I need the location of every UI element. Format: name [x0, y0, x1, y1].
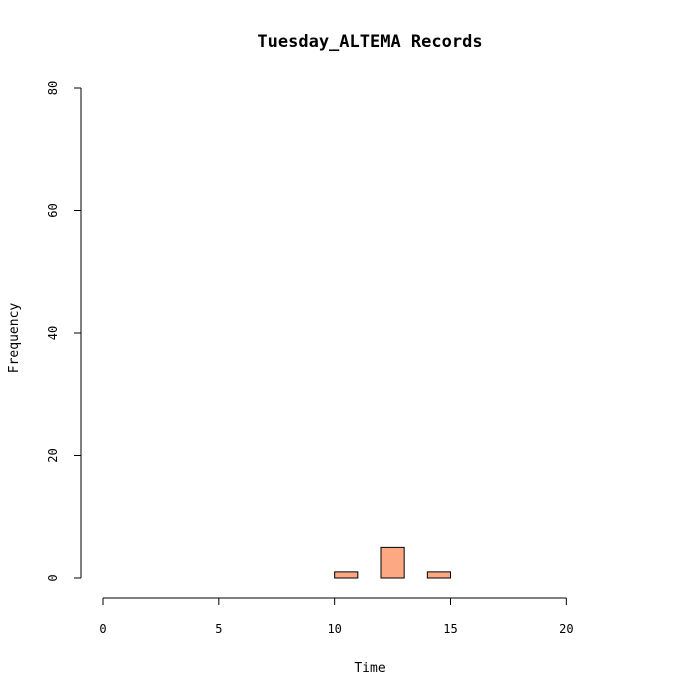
x-tick-label: 5: [215, 622, 222, 636]
histogram-bar: [380, 546, 405, 579]
histogram-bar: [334, 571, 359, 579]
y-tick-label: 80: [46, 81, 60, 95]
x-axis: 0 5 10 15 20: [99, 597, 574, 636]
y-tick-label: 20: [46, 448, 60, 462]
bars-group: [334, 546, 452, 579]
x-tick-label: 15: [443, 622, 457, 636]
histogram-bar: [426, 571, 452, 579]
y-axis: 0 20 40 60 80: [46, 81, 82, 582]
x-tick-label: 10: [327, 622, 341, 636]
y-tick-label: 0: [46, 574, 60, 581]
x-axis-label: Time: [354, 661, 385, 676]
chart-title: Tuesday_ALTEMA Records: [257, 32, 482, 52]
y-tick-label: 40: [46, 326, 60, 340]
y-tick-label: 60: [46, 203, 60, 217]
x-tick-label: 0: [99, 622, 106, 636]
y-axis-label: Frequency: [7, 303, 22, 374]
x-tick-label: 20: [559, 622, 573, 636]
